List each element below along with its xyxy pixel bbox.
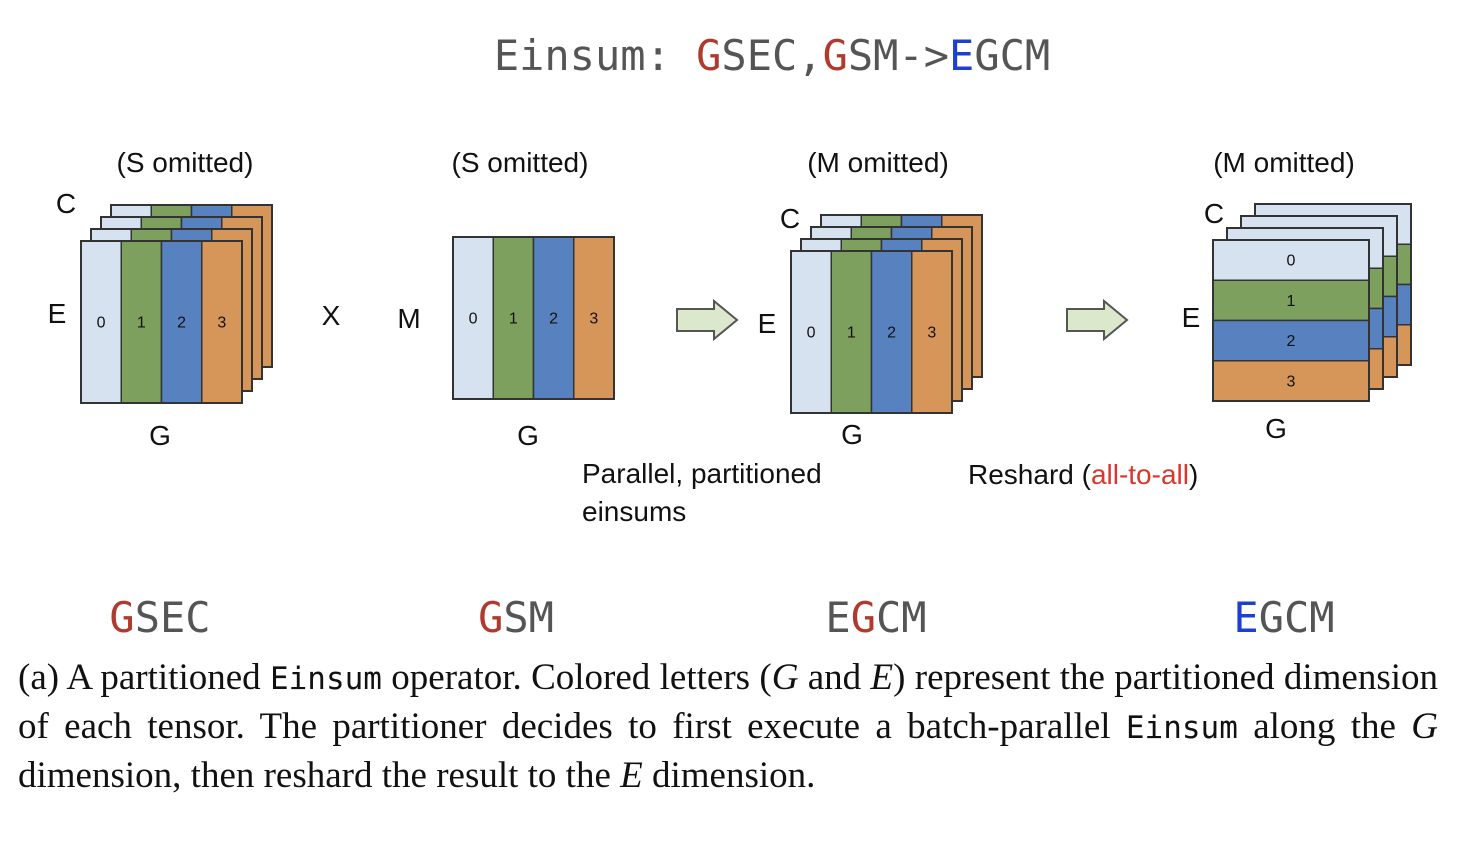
tensor-4-layer-0-shard-3 (1212, 360, 1370, 402)
tensor-3-bottom-label: G (841, 419, 863, 450)
tensor-4-layer-0-shard-label-2: 2 (1287, 333, 1296, 350)
step-2-label: Reshard (all-to-all) (968, 459, 1198, 490)
tensor-egcm-e: 0 1 2 3 (1212, 203, 1412, 402)
tensor-1-bottom-label: G (149, 420, 171, 451)
tensor-4-side-label: E (1182, 302, 1201, 333)
tensor-3-note: (M omitted) (807, 147, 949, 178)
tensor-gsm: 0 1 2 3 (452, 236, 615, 400)
tensor-2-outline (452, 236, 615, 400)
tensor-1-layer-0-shard-label-1: 1 (137, 315, 146, 332)
tensor-2-shard-label-1: 1 (509, 311, 518, 328)
tensor-4-note: (M omitted) (1213, 147, 1355, 178)
tensor-3-layer-0-shard-label-0: 0 (807, 325, 816, 342)
tensor-2-name: GSM (478, 593, 554, 642)
tensor-1-top-label: C (56, 188, 76, 219)
tensor-1-layer-0-shard-1 (120, 240, 163, 404)
tensor-1-layer-0-shard-label-2: 2 (177, 315, 186, 332)
tensor-1-name: GSEC (109, 593, 210, 642)
tensor-1-layer-0-outline (80, 240, 243, 404)
tensor-gsec: 0 1 2 3 (80, 204, 273, 404)
tensor-3-name: EGCM (825, 593, 926, 642)
tensor-4-bottom-label: G (1265, 413, 1287, 444)
tensor-4-top-label: C (1204, 198, 1224, 229)
tensor-3-layer-0-shard-1 (830, 250, 873, 414)
tensor-2-shard-label-2: 2 (549, 311, 558, 328)
tensor-4-layer-0-outline (1212, 239, 1370, 402)
tensor-1-layer-0-shard-label-3: 3 (217, 315, 226, 332)
tensor-2-note: (S omitted) (452, 147, 589, 178)
tensor-3-layer-0-outline (790, 250, 953, 414)
einsum-header: Einsum: GSEC,GSM->EGCM (494, 31, 1050, 80)
tensor-1-layer-0-shard-label-0: 0 (97, 315, 106, 332)
tensor-2-shard-label-3: 3 (589, 311, 598, 328)
tensor-egcm-g: 0 1 2 3 (790, 214, 983, 414)
tensor-1-side-label: E (48, 298, 67, 329)
tensor-4-layer-0-shard-label-1: 1 (1287, 293, 1296, 310)
arrow-1 (676, 298, 739, 342)
tensor-2-bottom-label: G (517, 420, 539, 451)
tensor-2-shard-1 (492, 236, 535, 400)
arrow-2 (1066, 298, 1129, 342)
tensor-3-layer-0-shard-label-2: 2 (887, 325, 896, 342)
tensor-1-layer-0-shard-3 (201, 240, 243, 404)
tensor-3-layer-0-shard-0 (790, 250, 832, 414)
tensor-4-name: EGCM (1233, 593, 1334, 642)
tensor-3-layer-0-shard-label-1: 1 (847, 325, 856, 342)
tensor-3-layer-0-shard-2 (870, 250, 913, 414)
tensor-2-side-label: M (397, 303, 420, 334)
step-1-label: Parallel, partitioned einsums (582, 458, 829, 527)
tensor-4-layer-0-shard-label-3: 3 (1287, 373, 1296, 390)
tensor-3-side-label: E (758, 308, 777, 339)
figure-caption: (a) A partitioned Einsum operator. Color… (18, 657, 1438, 796)
multiply-operator: X (322, 300, 341, 331)
tensor-3-top-label: C (780, 203, 800, 234)
tensor-1-layer-0-shard-0 (80, 240, 122, 404)
tensor-3-layer-0-shard-label-3: 3 (927, 325, 936, 342)
tensor-2-shard-label-0: 0 (469, 311, 478, 328)
tensor-4-layer-0-shard-label-0: 0 (1287, 253, 1296, 270)
tensor-1-note: (S omitted) (117, 147, 254, 178)
